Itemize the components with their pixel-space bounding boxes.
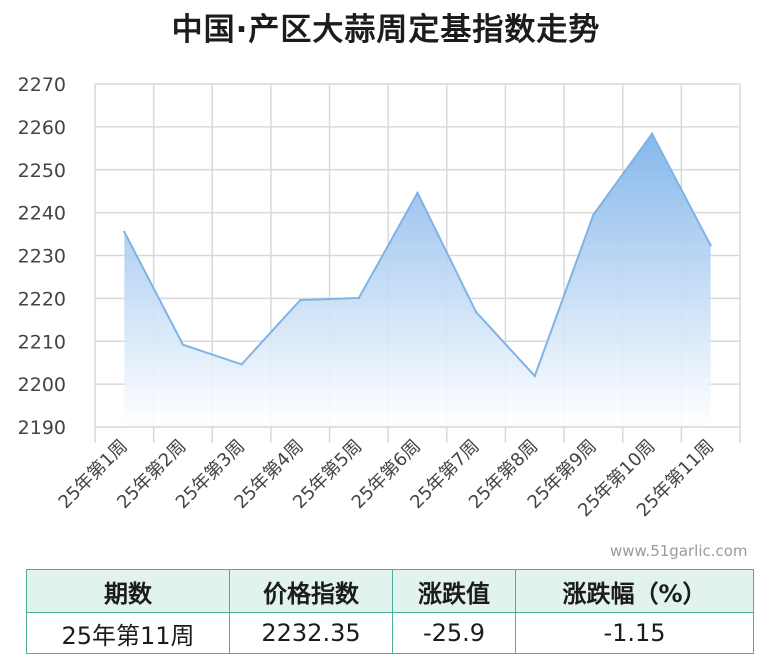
y-tick-label: 2260 [18,117,66,139]
y-tick-label: 2220 [18,288,66,310]
data-point [533,374,536,378]
header-price-index: 价格指数 [229,569,393,613]
data-point [181,343,185,346]
data-point [299,298,302,302]
data-point [240,363,243,366]
chart-title: 中国·产区大蒜周定基指数走势 [171,12,601,48]
cell-change-percent: -1.15 [515,612,754,654]
data-point [416,191,419,195]
data-point [709,244,712,247]
y-tick-label: 2200 [18,374,66,396]
summary-table: 期数 价格指数 涨跌值 涨跌幅（%） 25年第11周 2232.35 -25.9… [26,569,754,654]
header-change-percent: 涨跌幅（%） [515,569,754,613]
area-fill [124,133,711,428]
table-header-row: 期数 价格指数 涨跌值 涨跌幅（%） [26,569,754,613]
header-period: 期数 [26,569,230,613]
data-point [474,310,478,314]
cell-change-value: -25.9 [392,612,516,654]
cell-period: 25年第11周 [26,612,230,654]
y-tick-label: 2250 [18,160,66,182]
table-row: 25年第11周 2232.35 -25.9 -1.15 [26,612,754,654]
data-point [650,132,654,135]
area-chart: 21902200221022202230224022502260227025年第… [18,74,741,521]
y-tick-label: 2190 [18,417,66,439]
data-point [592,213,595,216]
data-point [357,296,361,300]
y-tick-label: 2270 [18,74,66,96]
watermark: www.51garlic.com [610,542,748,560]
header-change-value: 涨跌值 [392,569,516,613]
cell-price-index: 2232.35 [229,612,393,654]
y-tick-label: 2230 [18,246,66,268]
data-point [123,230,126,234]
y-tick-label: 2240 [18,203,66,225]
y-tick-label: 2210 [18,331,66,353]
